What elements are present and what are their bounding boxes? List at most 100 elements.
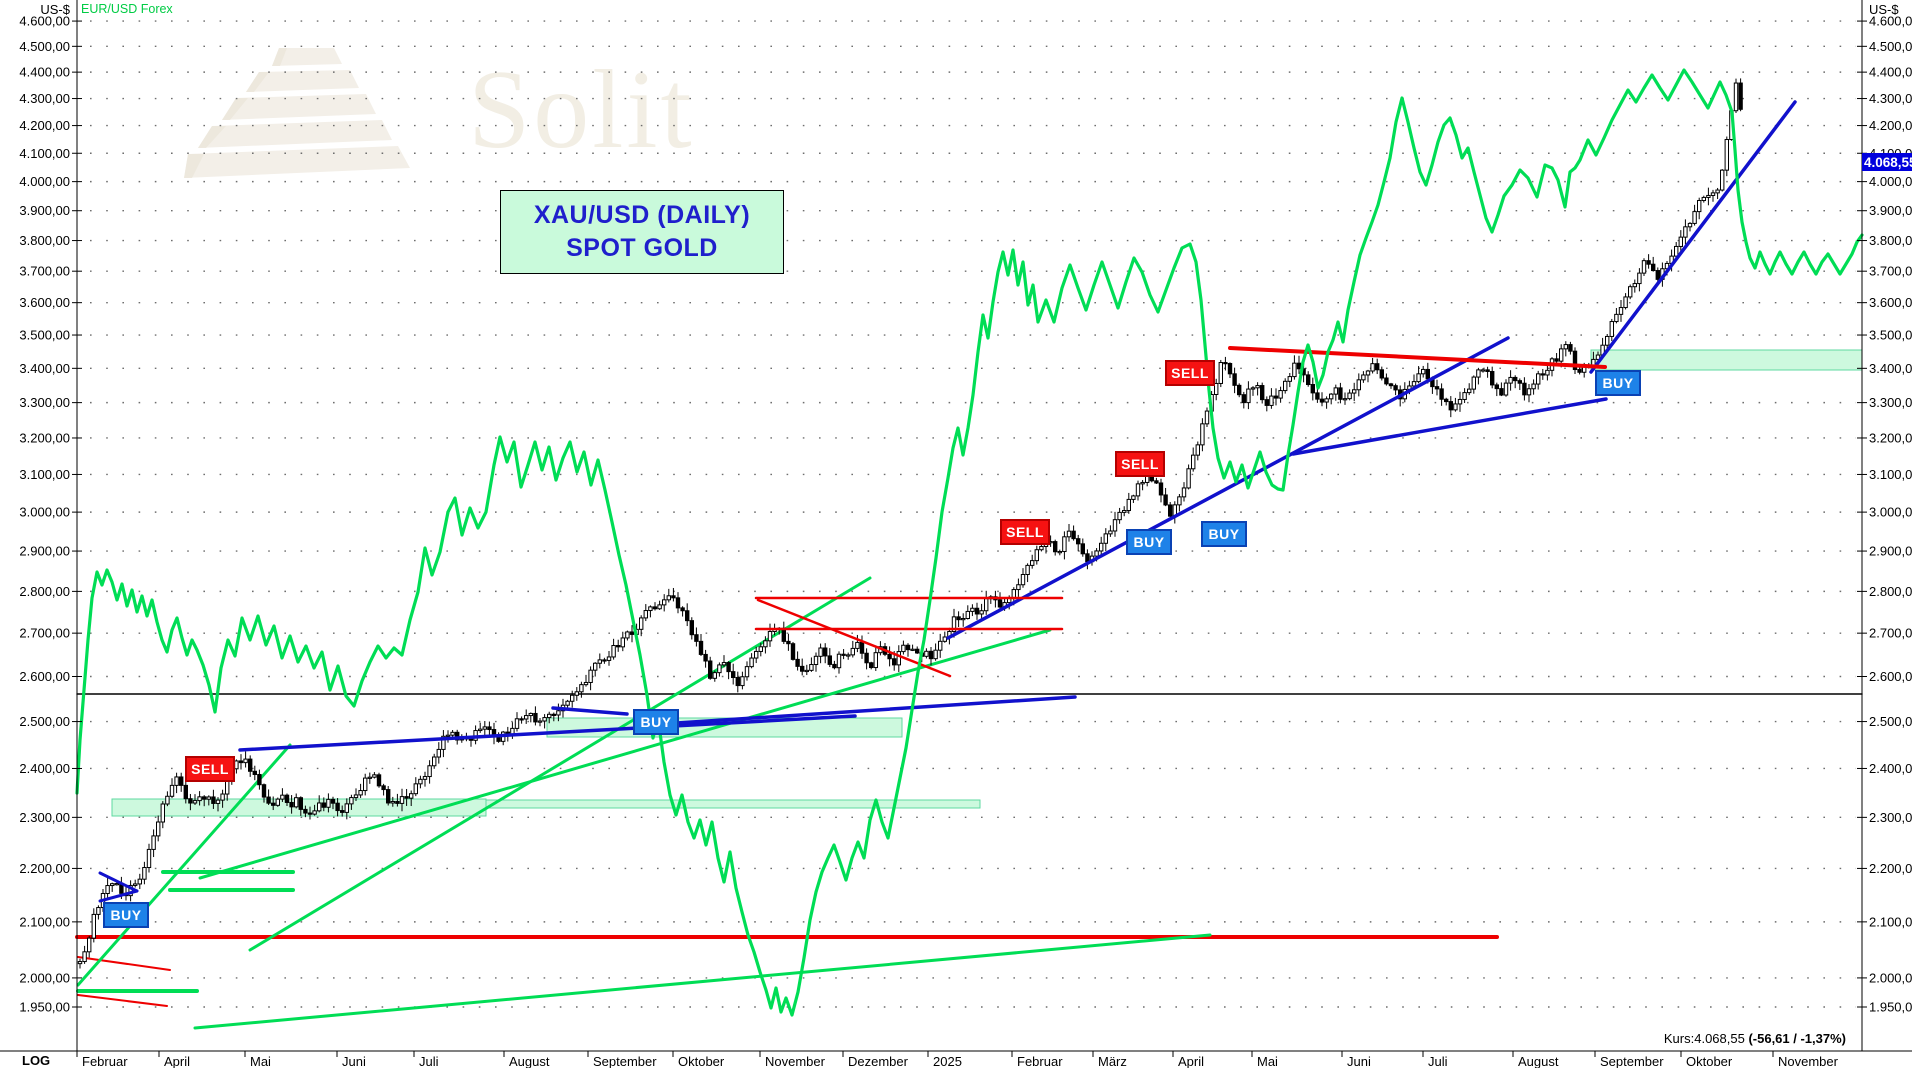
price-tick-label: 2.900,00 xyxy=(19,544,70,559)
green-trendline xyxy=(248,576,872,952)
price-tick-label: 4.500,00 xyxy=(1869,39,1912,54)
price-tick-label: 2.700,00 xyxy=(1869,626,1912,641)
month-label: 2025 xyxy=(933,1054,962,1068)
blue-trendline xyxy=(551,706,629,716)
month-label: November xyxy=(765,1054,826,1068)
sell-signal-marker: SELL xyxy=(1115,451,1165,477)
price-tick-label: 1.950,00 xyxy=(19,1000,70,1015)
projection xyxy=(1589,100,1797,374)
resistance-3440 xyxy=(1228,346,1607,369)
green-trendline xyxy=(198,628,1052,880)
green-trendline xyxy=(76,743,292,987)
price-tick-label: 3.700,00 xyxy=(19,264,70,279)
price-tick-label: 3.800,00 xyxy=(1869,233,1912,248)
buy-signal-marker: BUY xyxy=(1201,521,1247,547)
price-tick-label: 3.500,00 xyxy=(19,328,70,343)
price-tick-label: 4.500,00 xyxy=(19,39,70,54)
month-label: Oktober xyxy=(1686,1054,1733,1068)
blue-trendline xyxy=(1291,397,1608,456)
buy-signal-marker: BUY xyxy=(1595,370,1641,396)
price-tick-label: 2.300,00 xyxy=(19,810,70,825)
price-tick-label: 4.600,00 xyxy=(19,14,70,29)
month-label: August xyxy=(1518,1054,1559,1068)
price-tick-label: 3.300,00 xyxy=(19,395,70,410)
buy-signal-marker: BUY xyxy=(1126,529,1172,555)
month-label: März xyxy=(1098,1054,1127,1068)
month-label: April xyxy=(164,1054,190,1068)
price-tick-label: 2.600,00 xyxy=(19,669,70,684)
price-tick-label: 3.200,00 xyxy=(1869,430,1912,445)
price-tick-label: 4.300,00 xyxy=(1869,91,1912,106)
price-tick-label: 2.200,00 xyxy=(1869,861,1912,876)
price-tick-label: 3.300,00 xyxy=(1869,395,1912,410)
quote-price: Kurs:4.068,55 xyxy=(1663,1031,1749,1046)
buy-signal-marker: BUY xyxy=(633,709,679,735)
month-label: Mai xyxy=(1257,1054,1278,1068)
price-tick-label: 3.700,00 xyxy=(1869,264,1912,279)
price-tick-label: 3.100,00 xyxy=(19,467,70,482)
price-tick-label: 2.400,00 xyxy=(1869,761,1912,776)
price-tick-label: 3.600,00 xyxy=(1869,295,1912,310)
price-tick-label: 3.400,00 xyxy=(1869,361,1912,376)
price-tick-label: 3.500,00 xyxy=(1869,328,1912,343)
instrument-name: XAU/USD (DAILY) xyxy=(533,201,751,229)
price-tick-label: 3.000,00 xyxy=(1869,505,1912,520)
price-tick-label: 3.400,00 xyxy=(19,361,70,376)
buy-signal-marker: BUY xyxy=(103,902,149,928)
price-tick-label: 2.500,00 xyxy=(1869,714,1912,729)
quote-change: (-56,61 / -1,37%) xyxy=(1748,1031,1846,1046)
price-tick-label: 4.300,00 xyxy=(19,91,70,106)
price-tick-label: 2.200,00 xyxy=(19,861,70,876)
price-tick-label: 2.300,00 xyxy=(1869,810,1912,825)
price-tick-label: 4.400,00 xyxy=(19,65,70,80)
month-label: Juni xyxy=(1347,1054,1371,1068)
current-price-tag: 4.068,55 xyxy=(1862,153,1912,172)
month-label: Dezember xyxy=(848,1054,909,1068)
price-tick-label: 4.400,00 xyxy=(1869,65,1912,80)
red-trendline xyxy=(756,598,952,678)
chart-title-box: XAU/USD (DAILY) SPOT GOLD xyxy=(500,190,784,274)
sell-signal-marker: SELL xyxy=(1165,360,1215,386)
month-label: Juli xyxy=(419,1054,439,1068)
price-tick-label: 2.000,00 xyxy=(1869,970,1912,985)
green-trendline xyxy=(193,933,1212,1030)
price-tick-label: 3.600,00 xyxy=(19,295,70,310)
month-label: Februar xyxy=(82,1054,128,1068)
price-tick-label: 1.950,00 xyxy=(1869,1000,1912,1015)
pyramid-logo-icon xyxy=(184,48,410,178)
price-tick-label: 2.600,00 xyxy=(1869,669,1912,684)
blue-trendline xyxy=(946,336,1510,640)
price-tick-label: 3.100,00 xyxy=(1869,467,1912,482)
price-tick-label: 2.100,00 xyxy=(19,914,70,929)
month-label: August xyxy=(509,1054,550,1068)
month-label: Mai xyxy=(250,1054,271,1068)
overlay-series-label: EUR/USD Forex xyxy=(81,2,173,16)
right-axis-title: US-$ xyxy=(1869,2,1899,17)
price-tick-label: 2.000,00 xyxy=(19,970,70,985)
price-tick-label: 4.200,00 xyxy=(19,118,70,133)
price-tick-label: 2.500,00 xyxy=(19,714,70,729)
candlestick-series xyxy=(77,78,1743,969)
month-label: Februar xyxy=(1017,1054,1063,1068)
quote-status-text: Kurs:4.068,55 (-56,61 / -1,37%) xyxy=(1664,1031,1846,1046)
eurusd-forex-line xyxy=(75,68,1864,1017)
red-trendline xyxy=(77,956,171,971)
price-tick-label: 2.900,00 xyxy=(1869,544,1912,559)
support-zone xyxy=(485,799,981,809)
price-tick-label: 3.800,00 xyxy=(19,233,70,248)
price-tick-label: 2.800,00 xyxy=(1869,584,1912,599)
red-trendline xyxy=(77,994,168,1007)
price-tick-label: 4.000,00 xyxy=(19,174,70,189)
left-axis-title: US-$ xyxy=(40,2,70,17)
price-tick-label: 3.200,00 xyxy=(19,430,70,445)
scale-mode-label: LOG xyxy=(22,1053,51,1068)
price-tick-label: 4.200,00 xyxy=(1869,118,1912,133)
month-label: Juli xyxy=(1428,1054,1448,1068)
month-label: November xyxy=(1778,1054,1839,1068)
month-label: April xyxy=(1178,1054,1204,1068)
price-tick-label: 4.000,00 xyxy=(1869,174,1912,189)
price-tick-label: 3.900,00 xyxy=(19,203,70,218)
price-tick-label: 2.400,00 xyxy=(19,761,70,776)
